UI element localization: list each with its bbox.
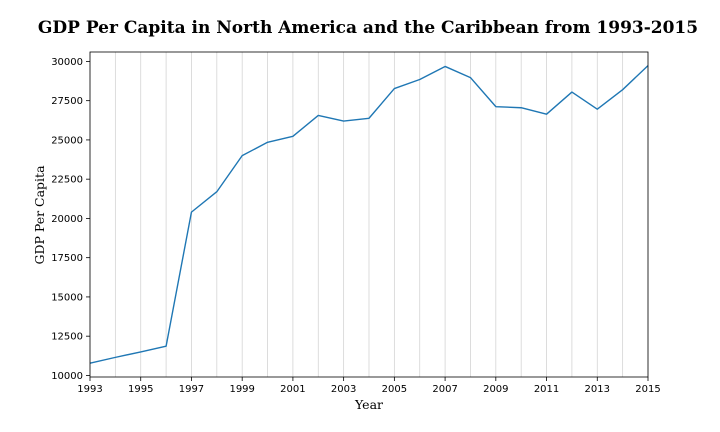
y-axis-label: GDP Per Capita — [32, 165, 47, 265]
chart-title: GDP Per Capita in North America and the … — [38, 18, 698, 38]
x-tick-label-2009: 2009 — [483, 384, 508, 395]
y-tick-label-17500: 17500 — [51, 253, 83, 264]
y-tick-label-27500: 27500 — [51, 96, 83, 107]
x-axis-label: Year — [354, 397, 383, 412]
x-tick-label-2013: 2013 — [585, 384, 610, 395]
x-tick-label-2001: 2001 — [280, 384, 305, 395]
x-tick-label-2011: 2011 — [534, 384, 559, 395]
x-tick-label-1995: 1995 — [128, 384, 153, 395]
x-tick-label-2007: 2007 — [432, 384, 457, 395]
plot-frame — [89, 51, 649, 378]
x-axis: 1993 1995 1997 1999 2001 2003 2005 2007 2009 2011… — [77, 377, 661, 395]
x-tick-label-2005: 2005 — [382, 384, 407, 395]
grid-lines — [89, 52, 649, 377]
y-tick-label-15000: 15000 — [51, 292, 83, 303]
series-layer — [89, 65, 649, 364]
x-tick-label-1999: 1999 — [229, 384, 254, 395]
y-tick-label-20000: 20000 — [51, 214, 83, 225]
x-tick-label-2015: 2015 — [635, 384, 660, 395]
y-tick-label-12500: 12500 — [51, 332, 83, 343]
series-line-0 — [89, 65, 649, 364]
y-axis: 10000 12500 15000 17500 20000 22500 25000 27500… — [51, 57, 90, 382]
x-tick-label-2003: 2003 — [331, 384, 356, 395]
x-tick-label-1997: 1997 — [179, 384, 204, 395]
y-tick-label-30000: 30000 — [51, 57, 83, 68]
y-tick-label-22500: 22500 — [51, 175, 83, 186]
y-tick-label-10000: 10000 — [51, 371, 83, 382]
x-tick-label-1993: 1993 — [77, 384, 102, 395]
y-tick-label-25000: 25000 — [51, 135, 83, 146]
